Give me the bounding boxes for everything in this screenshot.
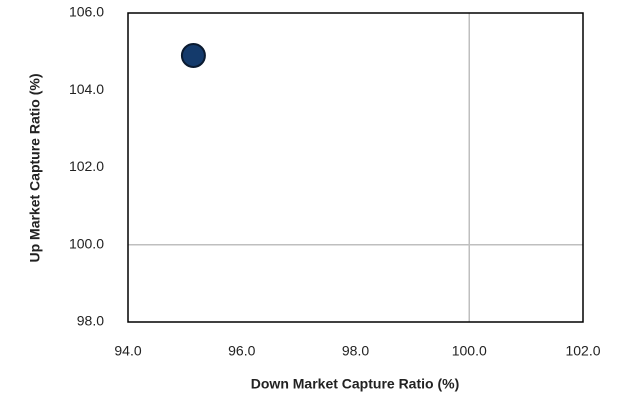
x-tick-label: 96.0 xyxy=(228,343,255,359)
x-tick-label: 94.0 xyxy=(114,343,141,359)
y-tick-label: 104.0 xyxy=(69,81,104,97)
y-tick-label: 102.0 xyxy=(69,158,104,174)
x-tick-label: 100.0 xyxy=(452,343,487,359)
y-tick-label: 98.0 xyxy=(77,313,104,329)
point xyxy=(180,42,206,68)
x-tick-label: 102.0 xyxy=(565,343,600,359)
x-axis-title: Down Market Capture Ratio (%) xyxy=(251,376,459,392)
plot-frame xyxy=(127,12,584,323)
y-tick-label: 100.0 xyxy=(69,235,104,251)
y-axis-title: Up Market Capture Ratio (%) xyxy=(27,73,43,262)
y-tick-label: 106.0 xyxy=(69,4,104,20)
x-tick-label: 98.0 xyxy=(342,343,369,359)
